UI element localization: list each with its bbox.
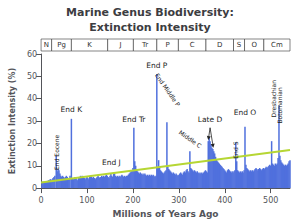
svg-text:End Tr: End Tr [122,115,146,124]
svg-text:P: P [165,41,169,49]
svg-text:Marine Genus Biodiversity:: Marine Genus Biodiversity: [66,6,234,19]
svg-text:Extinction Intensity: Extinction Intensity [89,21,210,34]
svg-text:Pg: Pg [57,41,66,49]
svg-text:D: D [217,41,222,49]
svg-text:C: C [190,41,195,49]
svg-text:N: N [44,41,49,49]
svg-text:J: J [118,41,121,49]
svg-text:0: 0 [39,196,44,205]
svg-text:0: 0 [32,184,37,193]
svg-text:50: 50 [27,72,37,81]
svg-text:S: S [237,41,242,49]
svg-text:400: 400 [217,196,232,205]
svg-text:Middle C: Middle C [178,129,203,150]
svg-text:60: 60 [27,50,37,59]
svg-text:30: 30 [27,117,37,126]
svg-text:End S: End S [232,141,239,158]
svg-text:40: 40 [27,94,37,103]
svg-text:20: 20 [27,139,37,148]
svg-text:End J: End J [102,158,121,167]
svg-text:K: K [87,41,92,49]
svg-text:O: O [251,41,257,49]
svg-text:End K: End K [61,105,84,114]
svg-text:10: 10 [27,161,37,170]
svg-text:Millions of Years Ago: Millions of Years Ago [113,209,219,219]
svg-text:Cm: Cm [271,41,283,49]
svg-text:Late D: Late D [198,115,223,124]
svg-text:Extinction Intensity (%): Extinction Intensity (%) [8,68,17,174]
svg-text:End Middle P: End Middle P [154,72,182,108]
svg-text:200: 200 [125,196,140,205]
svg-text:Botomanian: Botomanian [276,87,283,123]
svg-text:300: 300 [171,196,186,205]
svg-text:Tr: Tr [141,41,148,49]
svg-text:End O: End O [234,108,257,117]
svg-text:Dresbachian: Dresbachian [270,79,278,118]
svg-text:End Eocene: End Eocene [53,134,60,170]
svg-text:End P: End P [146,61,168,70]
svg-text:100: 100 [79,196,94,205]
svg-text:500: 500 [263,196,278,205]
